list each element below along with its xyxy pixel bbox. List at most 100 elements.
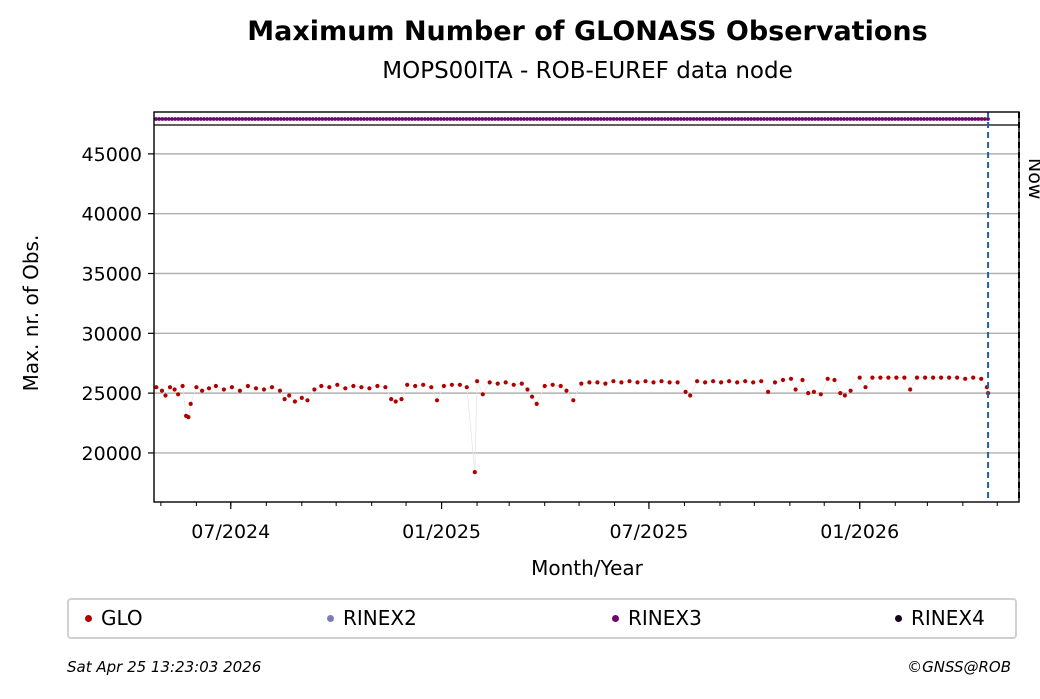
rinex3-point xyxy=(557,117,562,121)
glo-point xyxy=(688,393,693,398)
rinex3-point xyxy=(326,117,331,121)
rinex3-point xyxy=(771,117,776,121)
x-tick-label: 07/2024 xyxy=(191,521,270,543)
rinex3-point xyxy=(490,117,494,121)
glo-point xyxy=(923,375,928,380)
glo-point xyxy=(200,388,205,393)
rinex3-point xyxy=(563,117,568,121)
rinex3-point xyxy=(246,117,251,121)
rinex3-point xyxy=(611,117,616,121)
rinex3-point xyxy=(896,117,901,121)
glo-point xyxy=(163,393,168,398)
glo-point xyxy=(939,375,944,380)
rinex3-point xyxy=(800,117,805,121)
y-tick-label: 30000 xyxy=(82,323,142,345)
glo-point xyxy=(457,382,462,387)
rinex3-point xyxy=(688,117,693,121)
rinex3-point xyxy=(758,117,763,121)
glo-point xyxy=(635,380,640,385)
rinex3-point xyxy=(691,117,696,121)
rinex3-point xyxy=(662,117,667,121)
footer-copyright: ©GNSS@ROB xyxy=(907,658,1011,676)
rinex3-point xyxy=(448,117,453,121)
rinex3-point xyxy=(451,117,456,121)
rinex3-point xyxy=(218,117,222,121)
glo-point xyxy=(413,383,418,389)
x-tick-label: 01/2026 xyxy=(820,521,899,543)
glo-point xyxy=(603,381,608,386)
rinex3-point xyxy=(298,117,302,121)
rinex3-point xyxy=(669,117,674,121)
rinex3-point xyxy=(765,117,770,121)
rinex3-point xyxy=(368,117,373,121)
rinex3-point xyxy=(499,117,504,121)
rinex3-point xyxy=(480,117,485,121)
rinex3-point xyxy=(435,117,440,121)
rinex3-point xyxy=(230,117,235,121)
rinex3-point xyxy=(784,117,789,121)
rinex3-point xyxy=(682,117,686,121)
rinex3-point xyxy=(157,117,162,121)
rinex3-point xyxy=(294,117,299,121)
rinex3-point xyxy=(477,117,482,121)
rinex3-point xyxy=(774,117,779,121)
glo-point xyxy=(495,381,500,386)
rinex3-point xyxy=(365,117,370,121)
rinex3-point xyxy=(717,117,722,121)
glo-point xyxy=(213,383,218,389)
glo-point xyxy=(558,383,563,389)
rinex3-point xyxy=(870,117,875,121)
rinex3-point xyxy=(550,117,555,121)
rinex3-point xyxy=(886,117,891,121)
glo-point xyxy=(947,375,952,380)
rinex3-point xyxy=(605,117,610,121)
rinex3-point xyxy=(186,117,190,121)
rinex3-point xyxy=(944,117,949,121)
glo-point xyxy=(503,380,508,385)
glo-point xyxy=(825,376,830,381)
rinex3-point xyxy=(931,117,936,121)
rinex3-point xyxy=(310,117,315,121)
rinex3-point xyxy=(787,117,792,121)
rinex3-point xyxy=(701,117,706,121)
rinex3-point xyxy=(672,117,677,121)
rinex3-point xyxy=(381,117,386,121)
rinex3-point xyxy=(947,117,952,121)
rinex3-point xyxy=(403,117,408,121)
rinex3-point xyxy=(506,117,510,121)
rinex3-point xyxy=(275,117,280,121)
rinex3-point xyxy=(867,117,872,121)
rinex3-point xyxy=(339,117,344,121)
rinex3-point xyxy=(416,117,421,121)
glo-point xyxy=(237,388,242,393)
rinex3-point xyxy=(358,117,363,121)
rinex3-point xyxy=(618,117,622,121)
legend-marker-rinex4 xyxy=(895,614,902,622)
rinex3-point xyxy=(384,117,389,121)
rinex3-point xyxy=(176,117,181,121)
footer-timestamp: Sat Apr 25 13:23:03 2026 xyxy=(67,658,262,676)
glo-point xyxy=(751,380,756,385)
rinex3-point xyxy=(336,117,341,121)
rinex3-point xyxy=(893,117,898,121)
rinex3-point xyxy=(362,117,366,121)
rinex3-point xyxy=(394,117,398,121)
glo-point xyxy=(359,385,364,390)
glo-point xyxy=(780,377,786,383)
rinex3-point xyxy=(678,117,683,121)
rinex3-point xyxy=(170,117,174,121)
rinex3-point xyxy=(323,117,328,121)
rinex3-point xyxy=(182,117,187,121)
rinex3-point xyxy=(522,117,526,121)
rinex3-point xyxy=(560,117,565,121)
rinex3-point xyxy=(582,117,587,121)
rinex3-point xyxy=(163,117,168,121)
rinex3-point xyxy=(250,117,254,121)
rinex3-point xyxy=(432,117,437,121)
glo-point xyxy=(282,397,287,402)
x-tick-label: 01/2025 xyxy=(402,521,481,543)
rinex3-point xyxy=(656,117,661,121)
glo-point xyxy=(351,383,356,389)
glo-point xyxy=(305,398,310,403)
glo-point xyxy=(902,375,907,380)
